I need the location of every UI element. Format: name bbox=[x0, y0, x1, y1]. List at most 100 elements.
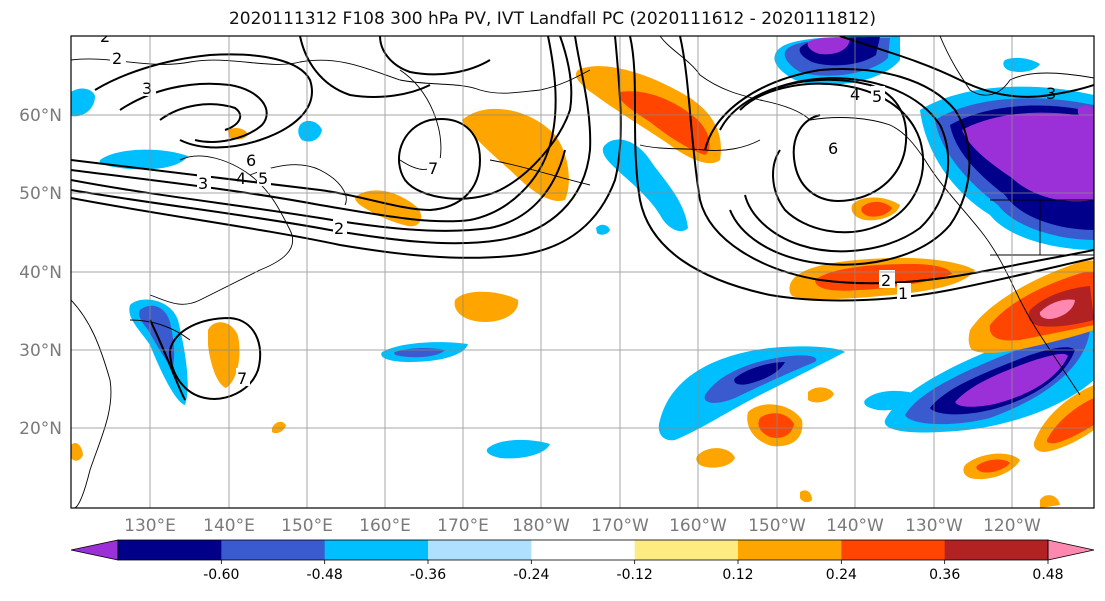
longitude-label: 120°W bbox=[983, 516, 1041, 536]
latitude-labels: 60°N 50°N 40°N 30°N 20°N bbox=[19, 106, 62, 439]
label-bg bbox=[879, 270, 895, 288]
pv-contours bbox=[71, 36, 1094, 401]
pv-contour-line bbox=[719, 76, 950, 253]
label-bg bbox=[257, 168, 271, 186]
latitude-label: 30°N bbox=[19, 341, 62, 361]
pos-anomaly-region bbox=[619, 91, 710, 155]
longitude-label: 140°W bbox=[826, 516, 884, 536]
coastline bbox=[659, 36, 811, 121]
pos-anomaly-region bbox=[272, 421, 286, 434]
pos-anomaly-region bbox=[1040, 495, 1060, 508]
latitude-label: 40°N bbox=[19, 263, 62, 283]
label-bg bbox=[140, 78, 156, 96]
neg-anomaly-region bbox=[864, 390, 920, 411]
colorbar-extend-max bbox=[1047, 539, 1095, 561]
pv-contour-label: 6 bbox=[246, 151, 256, 170]
latitude-label: 50°N bbox=[19, 184, 62, 204]
colorbar-tick-label: 0.36 bbox=[929, 567, 960, 583]
neg-anomaly-region bbox=[71, 88, 95, 117]
map-panel: 2 3 2 6 4 5 3 7 2 7 4 5 bbox=[70, 35, 1095, 509]
latitude-label: 60°N bbox=[19, 106, 62, 126]
pv-contour-line bbox=[379, 36, 491, 76]
pos-anomaly-region bbox=[758, 413, 794, 438]
neg-anomaly-region bbox=[807, 37, 850, 55]
coastline bbox=[71, 58, 591, 94]
colorbar-tick-label: -0.48 bbox=[307, 567, 343, 583]
longitude-label: 140°E bbox=[203, 516, 255, 536]
pos-anomaly-region bbox=[808, 387, 834, 403]
longitude-label: 170°E bbox=[437, 516, 489, 536]
colorbar: -0.60 -0.48 -0.36 -0.24 -0.12 0.12 0.24 0.36 0.4… bbox=[70, 539, 1095, 583]
pv-contour-label: 5 bbox=[258, 169, 268, 188]
gridlines bbox=[71, 36, 1094, 508]
pv-contour-line bbox=[71, 36, 573, 212]
colorbar-tick-label: 0.24 bbox=[826, 567, 857, 583]
pv-contour-label: 3 bbox=[142, 79, 152, 98]
colorbar-tick-label: -0.36 bbox=[410, 567, 446, 583]
neg-anomaly-region bbox=[658, 346, 845, 441]
longitude-labels: 130°E 140°E 150°E 160°E 170°E 180°W 170°W 160°W… bbox=[124, 516, 1041, 536]
pos-anomaly-region bbox=[861, 201, 892, 217]
colorbar-frame bbox=[117, 539, 1049, 561]
label-bg bbox=[110, 48, 126, 66]
pos-anomaly-region bbox=[1046, 398, 1094, 444]
colorbar-tick-label: -0.24 bbox=[513, 567, 549, 583]
pv-contour-label: 7 bbox=[237, 369, 247, 388]
colorbar-swatch bbox=[634, 540, 739, 560]
neg-anomaly-region bbox=[602, 139, 688, 232]
pv-contour-line bbox=[94, 53, 313, 149]
neg-anomaly-region bbox=[486, 439, 550, 459]
longitude-label: 160°W bbox=[669, 516, 727, 536]
pv-contour-line bbox=[119, 82, 268, 143]
pv-contour-line bbox=[704, 68, 971, 266]
coastline bbox=[71, 299, 112, 508]
label-bg bbox=[333, 218, 347, 236]
pos-anomaly-region bbox=[976, 459, 1010, 473]
pv-contour-line bbox=[159, 103, 242, 131]
pos-anomaly-region bbox=[454, 291, 519, 322]
colorbar-swatch bbox=[841, 540, 946, 560]
label-bg bbox=[427, 158, 441, 176]
neg-anomaly-region bbox=[962, 112, 1094, 202]
pv-contour-line bbox=[839, 36, 1094, 98]
pv-contour-labels: 2 3 2 6 4 5 3 7 2 7 4 5 bbox=[100, 36, 1056, 388]
coastline bbox=[489, 159, 591, 186]
pv-contour-label: 7 bbox=[428, 159, 438, 178]
neg-anomaly-region bbox=[734, 362, 785, 385]
pv-contour-line bbox=[759, 78, 908, 202]
pv-contour-line bbox=[679, 36, 1094, 285]
longitude-label: 180°W bbox=[512, 516, 570, 536]
pos-anomaly-region bbox=[800, 490, 812, 503]
colorbar-swatch bbox=[738, 540, 842, 560]
colorbar-tick-label: 0.12 bbox=[722, 567, 753, 583]
pv-contour-line bbox=[739, 82, 925, 234]
colorbar-swatch bbox=[944, 540, 1049, 560]
pv-contour-line bbox=[168, 316, 262, 400]
pv-contour-label: 2 bbox=[881, 271, 891, 290]
pv-contour-label: 6 bbox=[828, 139, 838, 158]
longitude-label: 150°W bbox=[748, 516, 806, 536]
colorbar-swatch bbox=[428, 540, 532, 560]
pv-contour-label: 2 bbox=[112, 49, 122, 68]
pv-contour-label: 2 bbox=[334, 219, 344, 238]
coastline bbox=[149, 155, 294, 305]
pos-anomaly-region bbox=[71, 443, 83, 461]
neg-anomaly-region bbox=[99, 149, 188, 170]
colorbar-swatch bbox=[221, 540, 326, 560]
longitude-label: 150°E bbox=[281, 516, 333, 536]
pv-contour-line bbox=[71, 36, 557, 223]
label-bg bbox=[897, 283, 911, 301]
latitude-label: 20°N bbox=[19, 419, 62, 439]
colorbar-tick-label: -0.60 bbox=[203, 567, 239, 583]
pos-anomaly-region bbox=[462, 108, 569, 201]
label-bg bbox=[871, 86, 885, 104]
pv-contour-label: 5 bbox=[872, 87, 882, 106]
colorbar-tick-label: 0.48 bbox=[1032, 567, 1063, 583]
longitude-label: 130°W bbox=[905, 516, 963, 536]
neg-anomaly-region bbox=[298, 120, 322, 142]
label-bg bbox=[245, 150, 259, 168]
pv-contour-label: 4 bbox=[236, 169, 246, 188]
coastlines bbox=[71, 36, 1094, 508]
coastline bbox=[129, 319, 191, 341]
